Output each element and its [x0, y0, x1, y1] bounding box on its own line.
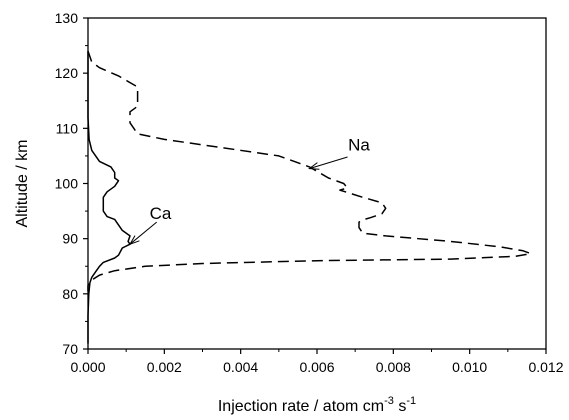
x-tick-labels: 0.000 0.002 0.004 0.006 0.008 0.010 0.012: [70, 359, 563, 375]
x-axis-label-exp1: -3: [384, 395, 394, 407]
x-axis-label-exp2: -1: [406, 395, 416, 407]
series-layer: [87, 50, 532, 344]
annotation-ca-arrowhead: [128, 235, 140, 246]
annotation-na-label: Na: [348, 135, 370, 154]
x-tick-label: 0.004: [223, 359, 258, 375]
y-tick-label: 130: [55, 10, 79, 26]
annotation-na-arrowhead: [308, 162, 320, 170]
plot-frame: [87, 17, 547, 350]
axis-ticks: [83, 17, 547, 354]
series-line-ca: [87, 51, 131, 344]
x-tick-label: 0.006: [299, 359, 334, 375]
x-axis-label-base: Injection rate / atom cm: [218, 398, 384, 415]
x-axis-label-mid: s: [394, 398, 406, 415]
x-tick-label: 0.002: [147, 359, 182, 375]
x-tick-label: 0.010: [452, 359, 487, 375]
y-tick-label: 70: [62, 341, 78, 357]
y-tick-label: 100: [55, 176, 79, 192]
annotations-layer: Na Ca: [128, 135, 370, 246]
x-tick-label: 0.008: [376, 359, 411, 375]
y-tick-label: 120: [55, 65, 79, 81]
annotation-na-arrow: [309, 156, 348, 170]
x-axis-label: Injection rate / atom cm-3 s-1: [218, 395, 416, 415]
y-axis-label: Altitude / km: [14, 139, 31, 227]
series-line-na: [87, 50, 532, 292]
y-tick-label: 80: [62, 286, 78, 302]
y-tick-label: 90: [62, 231, 78, 247]
x-tick-label: 0.000: [70, 359, 105, 375]
x-tick-label: 0.012: [528, 359, 563, 375]
y-tick-label: 110: [56, 120, 79, 136]
annotation-ca-label: Ca: [150, 204, 172, 223]
annotation-ca-arrow: [129, 221, 158, 245]
y-tick-labels: 70 80 90 100 110 120 130: [55, 10, 79, 357]
